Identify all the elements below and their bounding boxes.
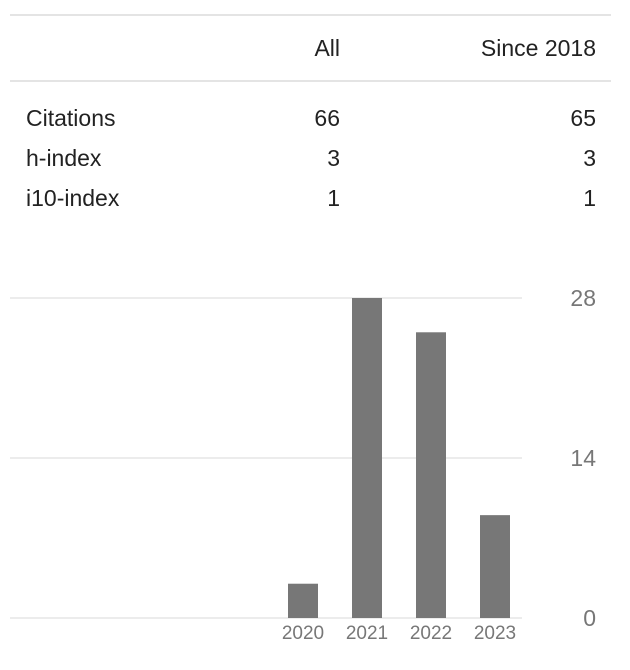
bar-2020[interactable]	[288, 583, 318, 618]
x-tick-label: 2022	[410, 623, 452, 644]
stats-row-h-index: h-index 3 3	[10, 138, 611, 178]
value-since: 3	[583, 144, 596, 171]
x-tick-label: 2021	[346, 623, 388, 644]
row-label: Citations	[26, 104, 116, 131]
bar-2023[interactable]	[480, 515, 510, 618]
value-all: 66	[314, 104, 340, 131]
x-tick-label: 2020	[282, 623, 324, 644]
header-since: Since 2018	[340, 14, 611, 82]
bar-2022[interactable]	[416, 332, 446, 618]
y-tick-label: 14	[570, 445, 596, 471]
value-all: 1	[327, 184, 340, 211]
stats-header-row: All Since 2018	[10, 14, 611, 82]
bar-2021[interactable]	[352, 298, 382, 618]
value-since: 65	[570, 104, 596, 131]
row-label: i10-index	[26, 184, 120, 211]
value-since: 1	[583, 184, 596, 211]
header-label-column	[10, 14, 215, 82]
y-tick-label: 0	[583, 605, 596, 631]
row-label: h-index	[26, 144, 102, 171]
value-all: 3	[327, 144, 340, 171]
citation-stats-table: All Since 2018 Citations 66 65 h-index 3…	[10, 14, 611, 218]
stats-row-i10-index: i10-index 1 1	[10, 178, 611, 218]
x-tick-label: 2023	[474, 623, 516, 644]
header-all: All	[215, 14, 340, 82]
stats-row-citations: Citations 66 65	[10, 81, 611, 138]
citation-stats-table-wrapper: All Since 2018 Citations 66 65 h-index 3…	[10, 14, 611, 218]
y-tick-label: 28	[570, 285, 596, 311]
